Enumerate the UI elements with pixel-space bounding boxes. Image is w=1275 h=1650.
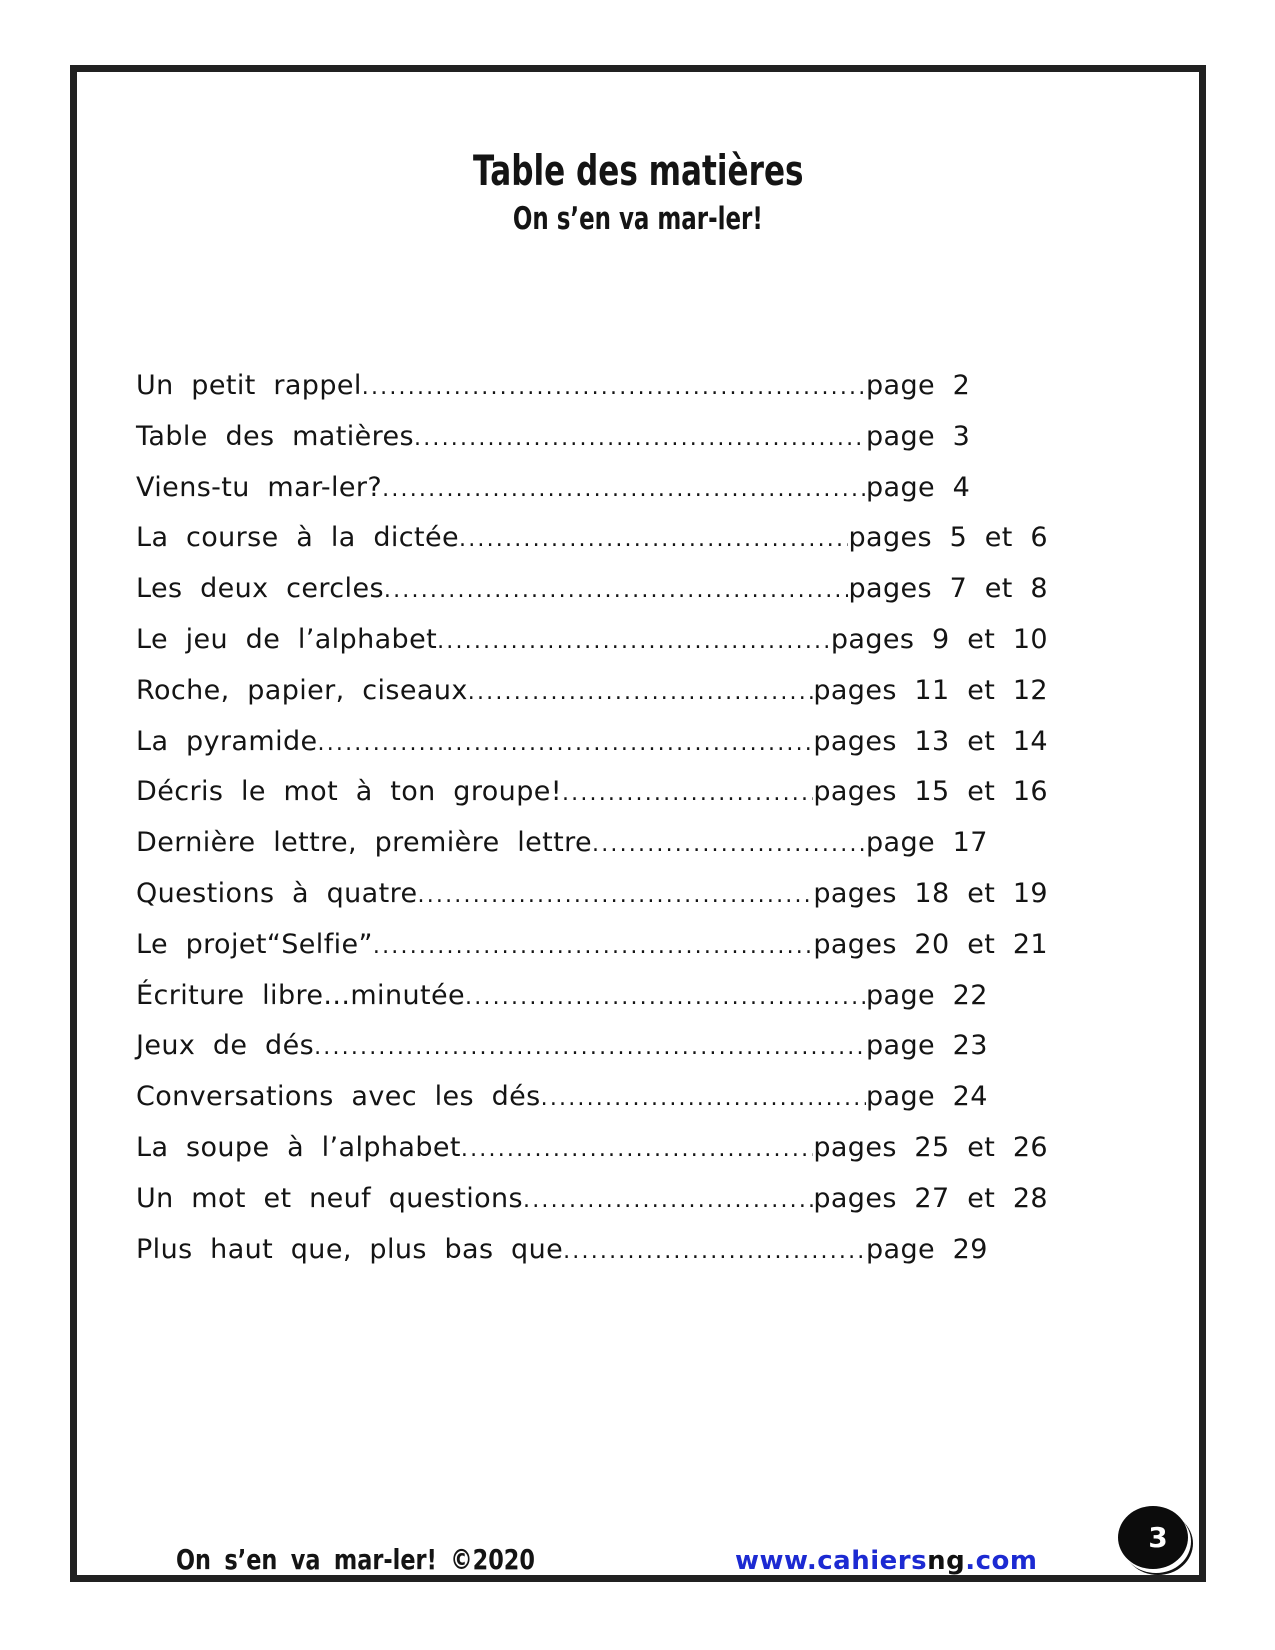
toc-row: Roche, papier, ciseaux .................… [136,675,1048,726]
toc-entry-label: Le jeu de l’alphabet [136,623,438,655]
dot-leader: ........................................… [592,832,866,858]
footer-url-brand: ng [927,1546,966,1576]
toc-row: La soupe à l’alphabet ..................… [136,1132,1048,1183]
footer-url-link[interactable]: www.cahiersng.com [735,1546,1037,1576]
toc-entry-label: Viens-tu mar-ler? [136,471,383,503]
page-number-badge: 3 [1118,1506,1188,1569]
toc-row: Conversations avec les dés .............… [136,1081,1048,1132]
toc-row: Les deux cercles .......................… [136,573,1048,624]
toc-page-ref: pages 20 et 21 [813,928,1048,960]
toc-page-ref: page 3 [866,420,971,452]
table-of-contents: Un petit rappel ........................… [136,370,1048,1284]
toc-entry-label: Dernière lettre, première lettre [136,827,593,859]
toc-page-ref: pages 11 et 12 [813,674,1048,706]
toc-entry-label: Conversations avec les dés [136,1081,541,1113]
dot-leader: ........................................… [561,781,813,807]
toc-page-ref: page 17 [866,827,988,859]
toc-entry-label: Table des matières [136,420,415,452]
toc-page-ref: pages 15 et 16 [813,776,1048,808]
toc-row: La pyramide ............................… [136,726,1048,777]
page-border-frame [70,65,1206,1582]
toc-page-ref: page 24 [866,1081,988,1113]
dot-leader: ........................................… [382,476,866,502]
toc-row: Un petit rappel ........................… [136,370,1048,421]
page-subtitle: On s’en va mar-ler! [513,201,763,237]
toc-row: Le projet“Selfie” ......................… [136,929,1048,980]
dot-leader: ........................................… [372,933,814,959]
dot-leader: ........................................… [540,1086,866,1112]
page-number: 3 [1148,1521,1168,1554]
toc-page-ref: page 4 [866,471,971,503]
toc-row: Table des matières .....................… [136,421,1048,472]
toc-entry-label: Questions à quatre [136,877,418,909]
toc-entry-label: Un petit rappel [136,370,362,401]
dot-leader: ........................................… [317,730,814,756]
page-title: Table des matières [472,146,804,195]
toc-page-ref: pages 7 et 8 [848,573,1048,605]
dot-leader: ........................................… [467,679,814,705]
toc-entry-label: Roche, papier, ciseaux [136,674,468,706]
toc-page-ref: page 29 [866,1233,988,1265]
footer-copyright: On s’en va mar-ler! ©2020 [176,1543,535,1576]
dot-leader: ........................................… [417,882,814,908]
toc-entry-label: La soupe à l’alphabet [136,1131,461,1163]
header: Table des matières On s’en va mar-ler! [70,146,1206,237]
dot-leader: ........................................… [361,375,866,400]
toc-page-ref: page 2 [866,370,971,401]
toc-page-ref: pages 13 et 14 [813,725,1048,757]
toc-page-ref: pages 25 et 26 [813,1131,1048,1163]
dot-leader: ........................................… [437,628,831,654]
toc-entry-label: Écriture libre...minutée [136,979,465,1011]
toc-entry-label: La course à la dictée [136,522,460,554]
dot-leader: ........................................… [523,1187,813,1213]
toc-row: Le jeu de l’alphabet ...................… [136,624,1048,675]
toc-row: Décris le mot à ton groupe! ............… [136,776,1048,827]
dot-leader: ........................................… [383,578,849,604]
dot-leader: ........................................… [459,527,848,553]
dot-leader: ........................................… [314,1035,866,1061]
toc-row: Viens-tu mar-ler? ......................… [136,472,1048,523]
toc-row: La course à la dictée ..................… [136,522,1048,573]
toc-entry-label: Jeux de dés [136,1030,315,1062]
toc-row: Dernière lettre, première lettre .......… [136,827,1048,878]
toc-row: Un mot et neuf questions ...............… [136,1183,1048,1234]
toc-row: Plus haut que, plus bas que ............… [136,1234,1048,1285]
toc-row: Jeux de dés ............................… [136,1030,1048,1081]
toc-entry-label: Un mot et neuf questions [136,1182,524,1214]
toc-entry-label: La pyramide [136,725,318,757]
toc-page-ref: page 22 [866,979,988,1011]
toc-page-ref: page 23 [866,1030,988,1062]
toc-entry-label: Les deux cercles [136,573,384,605]
toc-page-ref: pages 5 et 6 [848,522,1048,554]
toc-entry-label: Décris le mot à ton groupe! [136,776,562,808]
toc-page-ref: pages 18 et 19 [813,877,1048,909]
dot-leader: ........................................… [563,1238,866,1264]
toc-entry-label: Plus haut que, plus bas que [136,1233,564,1265]
toc-row: Écriture libre...minutée ...............… [136,980,1048,1031]
toc-page-ref: pages 27 et 28 [813,1182,1048,1214]
toc-page-ref: pages 9 et 10 [830,623,1048,655]
footer-url-prefix: www.cahiers [735,1546,928,1576]
dot-leader: ........................................… [414,425,866,451]
toc-row: Questions à quatre .....................… [136,878,1048,929]
toc-entry-label: Le projet“Selfie” [136,928,373,960]
footer-url-suffix: .com [965,1546,1038,1576]
dot-leader: ........................................… [465,984,866,1010]
dot-leader: ........................................… [460,1136,813,1162]
